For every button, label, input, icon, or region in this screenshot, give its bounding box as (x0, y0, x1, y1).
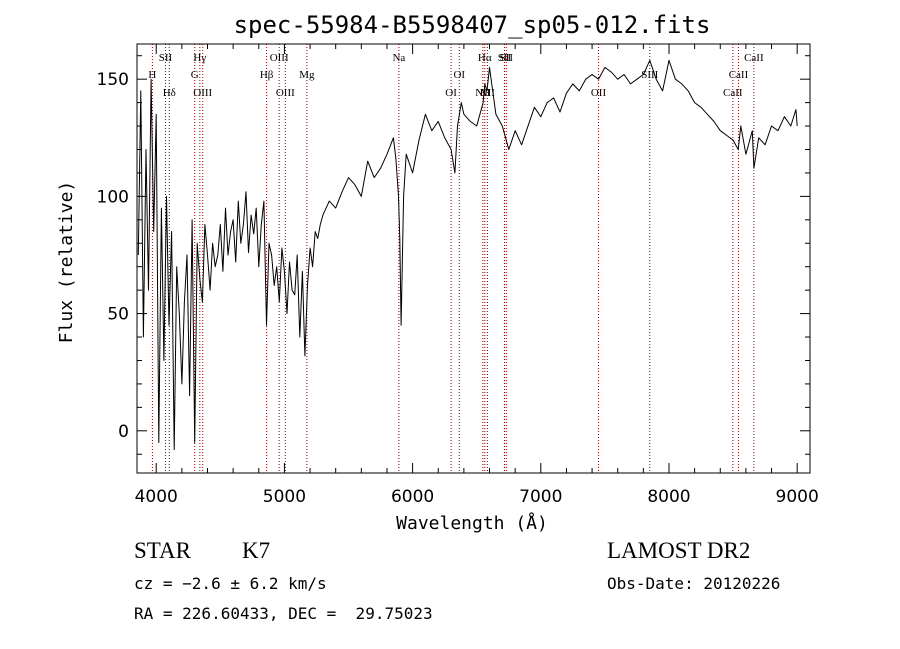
line-markers: HSIIHδGHγOIIIHβOIIIOIIIMgNaOIOINIIHαNIIS… (148, 44, 764, 473)
line-marker-label: Hα (478, 52, 492, 64)
line-marker-label: OII (591, 87, 607, 99)
line-marker-label: CaII (744, 52, 764, 64)
chart-title: spec-55984-B5598407_sp05-012.fits (234, 11, 711, 39)
sky-coordinates: RA = 226.60433, DEC = 29.75023 (134, 604, 433, 623)
line-marker-label: Hβ (260, 69, 274, 81)
line-marker-label: SIII (641, 69, 658, 81)
line-marker-label: SII (159, 52, 173, 64)
y-tick-label: 50 (107, 305, 129, 325)
axis-ticks: 4000 5000 6000 7000 8000 9000 0 50 100 150 (97, 44, 819, 507)
line-marker-label: SII (500, 52, 514, 64)
spectrum-series (137, 59, 798, 451)
line-marker-label: CaII (723, 87, 743, 99)
observation-date: Obs-Date: 20120226 (607, 574, 781, 593)
x-tick-label: 4000 (135, 487, 178, 507)
y-tick-label: 150 (97, 70, 129, 90)
line-marker-label: OIII (270, 52, 289, 64)
plot-frame (136, 43, 811, 474)
x-tick-label: 7000 (519, 487, 562, 507)
object-class: STAR (134, 538, 191, 563)
x-axis-label: Wavelength (Å) (396, 512, 548, 534)
line-marker-label: CaII (729, 69, 749, 81)
line-marker-label: Hδ (163, 87, 176, 99)
line-marker-label: OI (453, 69, 465, 81)
line-marker-label: Mg (299, 69, 315, 81)
x-tick-label: 8000 (647, 487, 690, 507)
x-tick-label: 5000 (263, 487, 306, 507)
line-marker-label: OIII (193, 87, 212, 99)
object-subclass: K7 (242, 538, 271, 563)
line-marker-label: OI (445, 87, 457, 99)
line-marker-label: OIII (276, 87, 295, 99)
line-marker-label: Hγ (193, 52, 206, 64)
y-axis-label: Flux (relative) (56, 181, 77, 344)
x-tick-label: 6000 (391, 487, 434, 507)
survey-name: LAMOST DR2 (607, 538, 751, 563)
x-tick-label: 9000 (776, 487, 819, 507)
redshift-velocity: cz = −2.6 ± 6.2 km/s (134, 574, 327, 593)
y-tick-label: 100 (97, 187, 129, 207)
line-marker-label: G (191, 69, 199, 81)
line-marker-label: H (148, 69, 156, 81)
y-tick-label: 0 (118, 422, 129, 442)
spectrum-line (137, 59, 798, 451)
line-marker-label: Na (392, 52, 405, 64)
line-marker-label: SII (498, 52, 512, 64)
